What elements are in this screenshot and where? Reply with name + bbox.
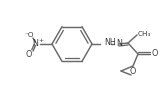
Text: N: N	[116, 39, 122, 49]
Text: O: O	[129, 67, 136, 76]
Text: CH₃: CH₃	[138, 30, 151, 36]
Text: O: O	[26, 50, 32, 59]
Text: N: N	[33, 39, 38, 49]
Text: ⁻O: ⁻O	[24, 32, 34, 38]
Text: +: +	[38, 39, 43, 44]
Text: O: O	[151, 49, 158, 58]
Text: NH: NH	[104, 38, 116, 47]
